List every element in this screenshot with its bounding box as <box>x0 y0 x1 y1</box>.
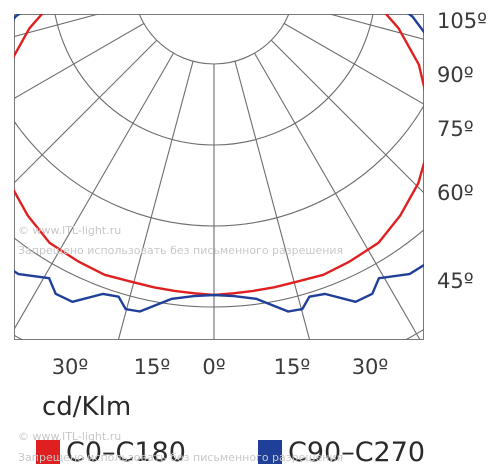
grid-spoke <box>117 61 194 340</box>
plot-frame <box>14 14 424 340</box>
grid-spoke <box>14 52 174 331</box>
right-angle-label: 45º <box>437 269 474 293</box>
right-angle-label: 90º <box>437 63 474 87</box>
grid-spoke <box>283 23 424 105</box>
grid-spoke <box>14 39 158 184</box>
legend-item-c0-c180: C0–C180 <box>36 436 186 468</box>
grid-spoke <box>270 39 424 194</box>
distribution-curves <box>14 14 424 313</box>
grid-spoke <box>254 52 421 340</box>
grid-ring-3 <box>14 104 424 227</box>
watermark-site-1: © www.ITL-light.ru <box>18 224 122 237</box>
grid-spoke <box>14 23 145 100</box>
angle-labels: 105º 90º 75º 60º 45º 30º 15º 0º 15º 30º <box>52 9 487 379</box>
grid-ring-1 <box>138 14 290 65</box>
legend-swatch-red <box>36 440 60 464</box>
right-angle-label: 105º <box>437 9 487 33</box>
series-curve-c90-c270 <box>14 14 424 313</box>
watermark-notice-1: Запрещено использовать без письменного р… <box>18 244 344 257</box>
grid-spoke <box>327 14 424 40</box>
right-angle-label: 60º <box>437 181 474 205</box>
grid-spoke <box>234 61 311 340</box>
right-angle-label: 75º <box>437 117 474 141</box>
bottom-angle-label: 15º <box>134 355 171 379</box>
watermark-notice-2: Запрещено использовать без письменного р… <box>18 451 344 464</box>
bottom-angle-label: 30º <box>52 355 89 379</box>
bottom-angle-label: 30º <box>352 355 389 379</box>
grid-ring-4 <box>14 228 424 308</box>
grid-ring-5 <box>14 328 424 340</box>
legend-label-c0-c180: C0–C180 <box>66 436 186 468</box>
series-curve-c0-c180 <box>14 14 424 297</box>
unit-label: cd/Klm <box>42 392 132 422</box>
legend-item-c90-c270: C90–C270 <box>258 436 425 468</box>
polar-grid <box>14 14 424 340</box>
legend-label-c90-c270: C90–C270 <box>288 436 426 468</box>
grid-spoke <box>14 14 101 38</box>
legend-swatch-blue <box>258 440 282 464</box>
bottom-angle-label: 15º <box>274 355 311 379</box>
watermark-site-2: © www.ITL-light.ru <box>18 430 122 443</box>
bottom-angle-label: 0º <box>202 355 225 379</box>
